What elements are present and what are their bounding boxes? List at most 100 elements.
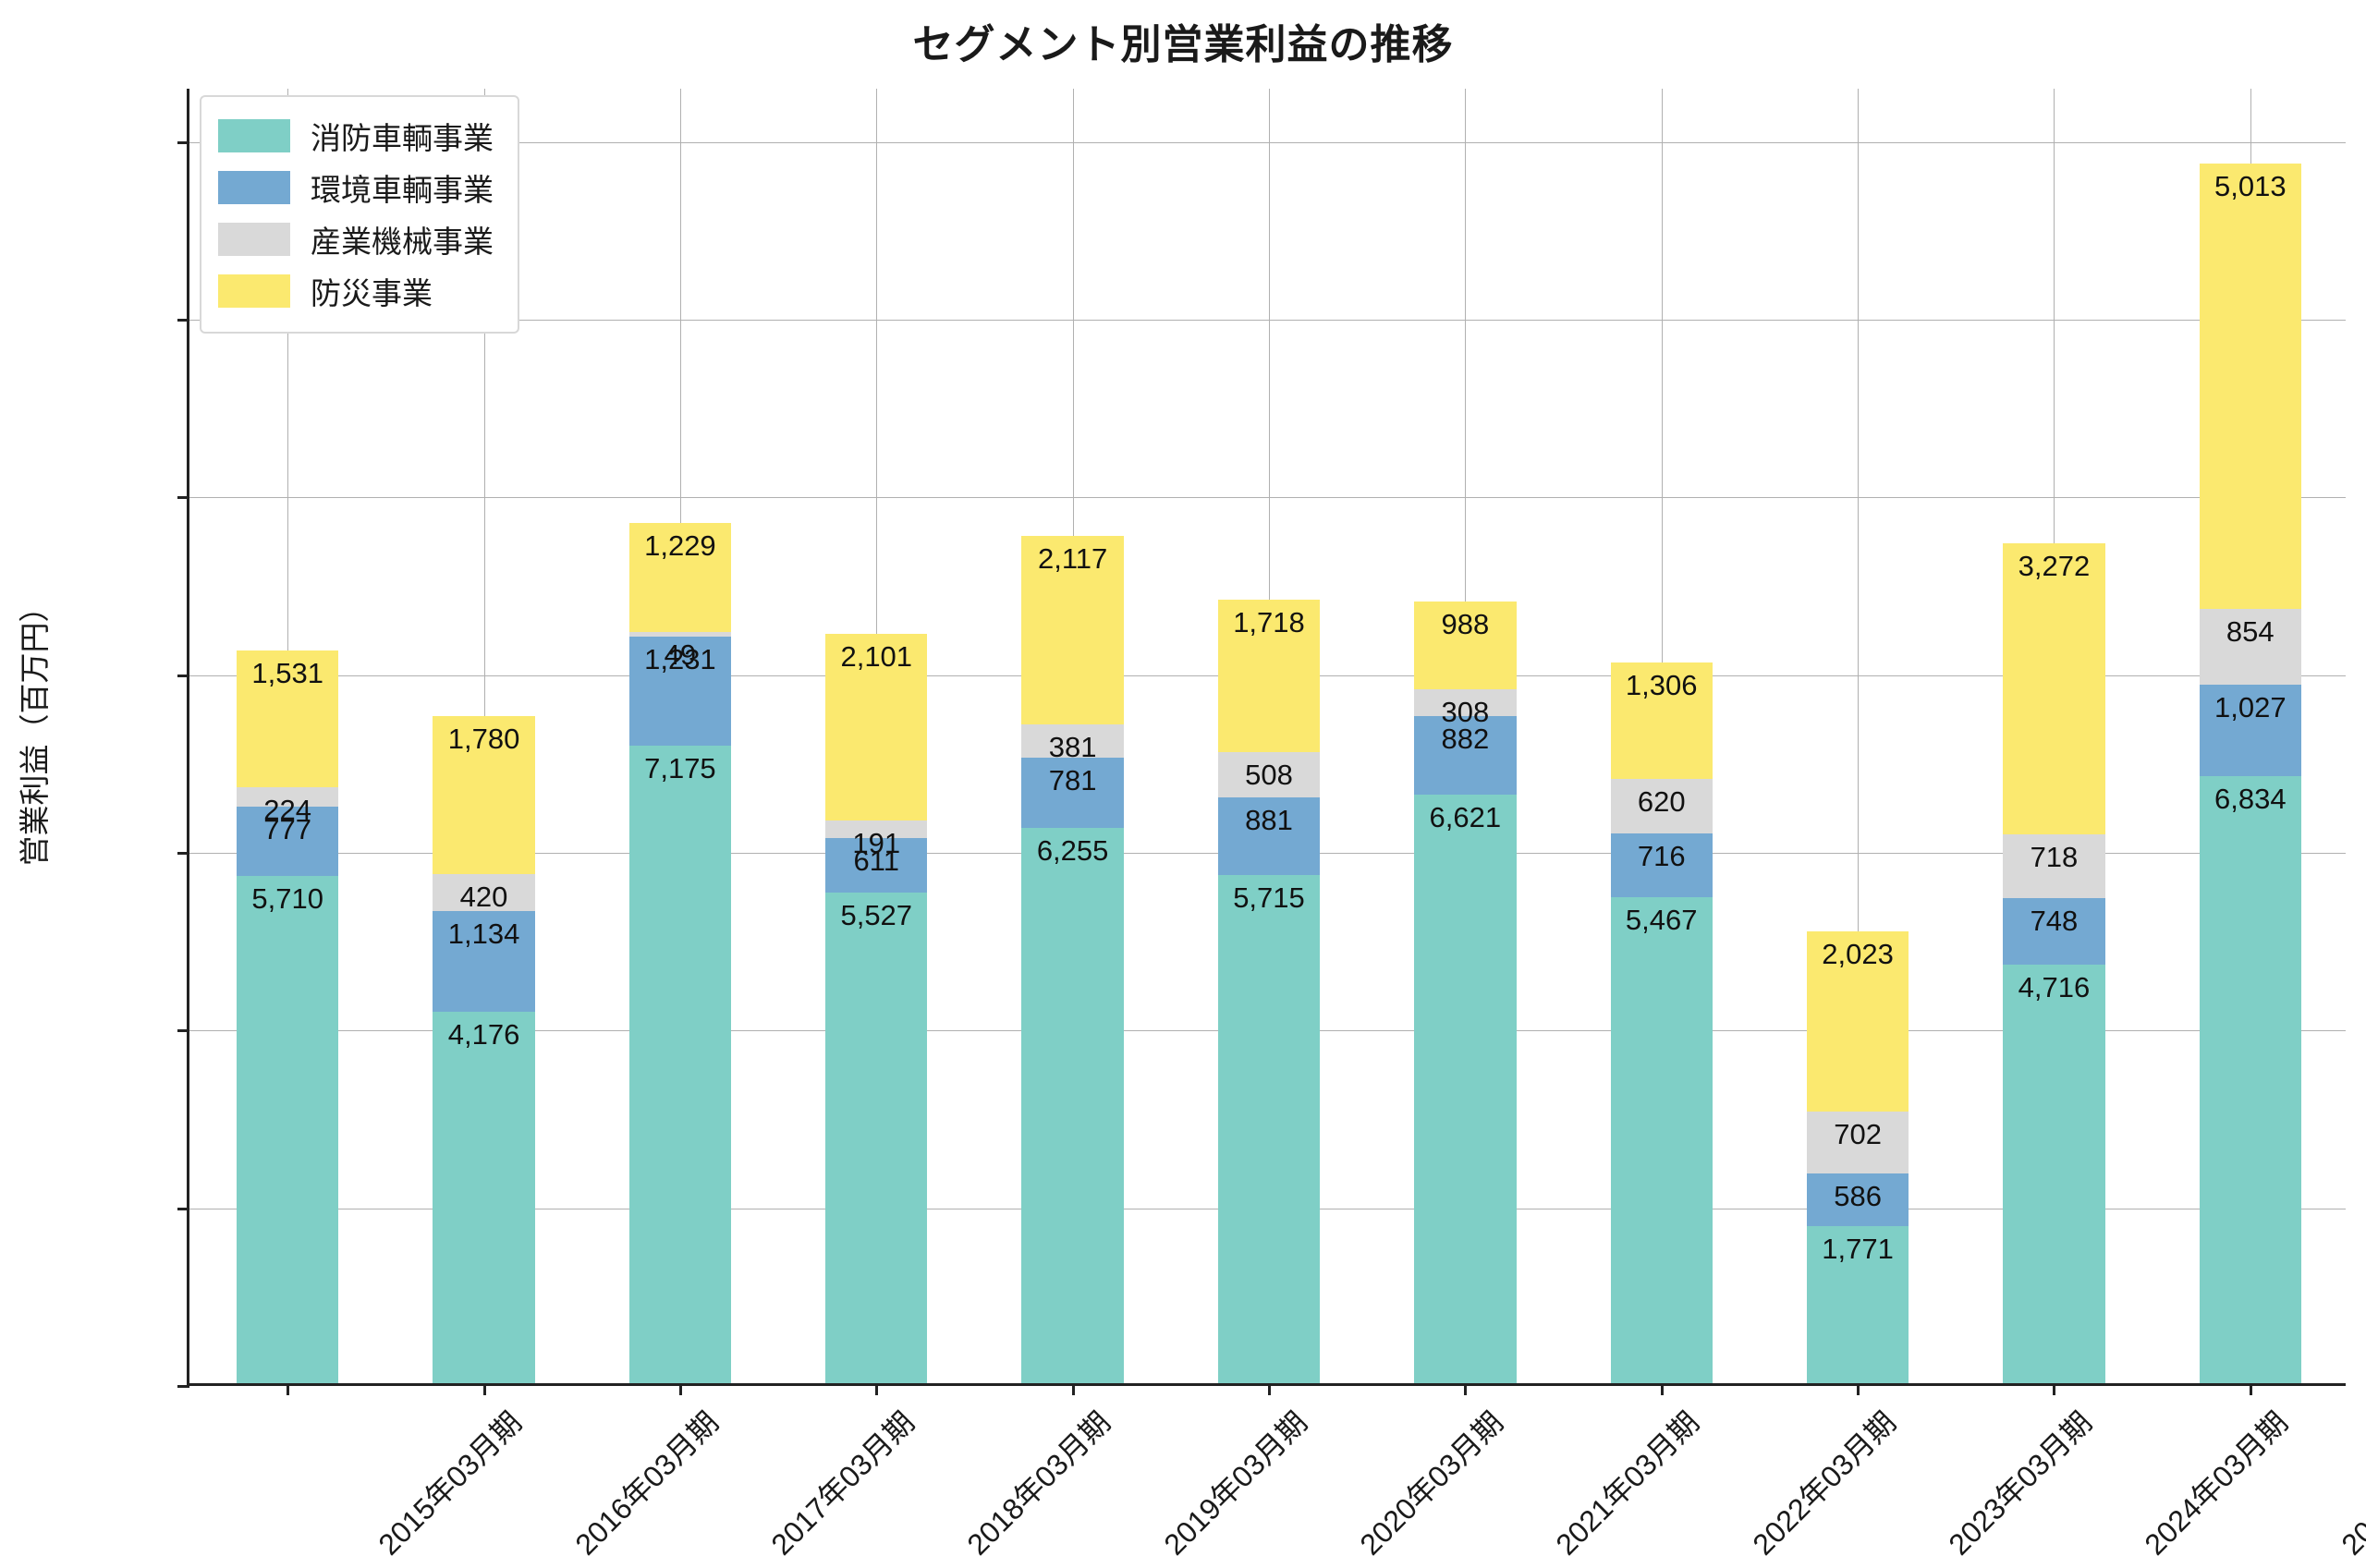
bar-segment[interactable] [433,874,535,912]
bar-value-label: 6,621 [1429,801,1502,834]
x-tick-label: 2018年03月期 [960,1404,1117,1562]
x-tick-label: 2017年03月期 [764,1404,921,1562]
bar-segment[interactable] [236,807,339,876]
bar-value-label: 420 [459,880,508,913]
bar-group[interactable]: 5,467 716 620 1,306 [1610,86,1713,1383]
bar-segment[interactable] [2199,775,2302,1383]
bar-segment[interactable] [1021,827,1124,1383]
bar-value-label: 1,229 [644,529,716,562]
bar-segment[interactable] [1414,601,1517,689]
bar-segment[interactable] [1610,778,1713,834]
bar-group[interactable]: 1,771 586 702 2,023 [1806,86,1909,1383]
bar-segment[interactable] [1021,758,1124,828]
bar-segment[interactable] [1414,795,1517,1383]
bar-segment[interactable] [236,786,339,808]
bar-value-label: 611 [853,844,899,877]
plot-area: 02,0004,0006,0008,00010,00012,00014,0005… [177,86,2346,1395]
bar-value-label: 5,013 [2214,169,2287,202]
y-tick-mark [177,1385,189,1388]
legend-item[interactable]: 産業機械事業 [218,213,494,265]
legend-item[interactable]: 環境車輌事業 [218,162,494,213]
bar-group[interactable]: 5,710 777 224 1,531 [236,86,339,1383]
bar-value-label: 777 [263,813,312,846]
bar-value-label: 586 [1834,1180,1882,1213]
bar-segment[interactable] [1414,688,1517,717]
legend-item-label: 産業機械事業 [311,225,494,259]
bar-segment[interactable] [1217,875,1321,1383]
bar-segment[interactable] [2199,163,2302,609]
bar-segment[interactable] [236,875,339,1383]
x-tick-mark [678,1383,682,1395]
x-tick-mark [1464,1383,1468,1395]
bar-group[interactable]: 4,716 748 718 3,272 [2003,86,2105,1383]
bar-segment[interactable] [1021,536,1124,724]
bar-segment[interactable] [1217,751,1321,797]
bar-segment[interactable] [1806,1225,1909,1383]
legend-item-label: 環境車輌事業 [311,173,494,207]
bar-segment[interactable] [1610,897,1713,1383]
bar-segment[interactable] [2003,833,2105,898]
bar-value-label: 881 [1245,803,1293,836]
legend-item[interactable]: 防災事業 [218,265,494,317]
bar-value-label: 620 [1637,784,1686,818]
y-tick-mark [177,1029,189,1033]
bar-segment[interactable] [1610,833,1713,898]
x-tick-label: 2021年03月期 [1549,1404,1706,1562]
bar-segment[interactable] [433,1012,535,1383]
bar-segment[interactable] [1806,931,1909,1112]
bar-segment[interactable] [433,911,535,1013]
bar-segment[interactable] [1021,723,1124,759]
bar-value-label: 191 [852,827,901,860]
x-tick-mark [1071,1383,1075,1395]
bar-segment[interactable] [1806,1111,1909,1174]
y-tick-mark [177,140,189,144]
bar-segment[interactable] [825,820,928,838]
x-tick-mark [1857,1383,1860,1395]
x-gridline [1858,89,1860,1383]
x-tick-label: 2022年03月期 [1746,1404,1902,1562]
bar-segment[interactable] [2199,608,2302,686]
bar-value-label: 702 [1834,1117,1882,1150]
bar-value-label: 1,771 [1822,1232,1894,1265]
bar-segment[interactable] [1806,1173,1909,1226]
x-tick-mark [1660,1383,1664,1395]
y-tick-mark [177,1207,189,1210]
bar-value-label: 2,023 [1822,938,1894,971]
bar-segment[interactable] [825,892,928,1383]
x-tick-label: 2024年03月期 [2138,1404,2295,1562]
bar-value-label: 3,272 [2018,549,2091,582]
bar-segment[interactable] [1217,796,1321,876]
bar-segment[interactable] [628,746,732,1383]
bar-segment[interactable] [628,631,732,637]
x-tick-label: 2016年03月期 [567,1404,725,1562]
bar-group[interactable]: 6,834 1,027 854 5,013 [2199,86,2302,1383]
bar-value-label: 6,255 [1036,833,1109,867]
bar-segment[interactable] [2003,897,2105,965]
bar-segment[interactable] [628,522,732,632]
bar-segment[interactable] [1610,662,1713,779]
bar-segment[interactable] [2003,964,2105,1383]
bar-group[interactable]: 5,715 881 508 1,718 [1217,86,1321,1383]
bar-segment[interactable] [825,837,928,893]
bar-group[interactable]: 4,176 1,134 420 1,780 [433,86,535,1383]
legend-swatch-icon [218,171,290,204]
bar-group[interactable]: 5,527 611 191 2,101 [825,86,928,1383]
bar-value-label: 882 [1441,723,1490,756]
bar-segment[interactable] [236,650,339,787]
legend-item[interactable]: 消防車輌事業 [218,110,494,162]
bar-segment[interactable] [825,634,928,821]
legend-item-label: 防災事業 [311,276,433,310]
bar-group[interactable]: 6,255 781 381 2,117 [1021,86,1124,1383]
y-gridline [189,497,2346,499]
bar-segment[interactable] [628,636,732,747]
bar-segment[interactable] [2199,685,2302,776]
bar-segment[interactable] [433,715,535,874]
bar-value-label: 716 [1637,840,1686,873]
bar-group[interactable]: 7,175 1,231 49 1,229 [628,86,732,1383]
bar-segment[interactable] [1217,599,1321,752]
bar-segment[interactable] [2003,542,2105,834]
bar-segment[interactable] [1414,716,1517,796]
x-tick-mark [875,1383,879,1395]
plot-inner: 02,0004,0006,0008,00010,00012,00014,0005… [177,86,2346,1395]
bar-group[interactable]: 6,621 882 308 988 [1414,86,1517,1383]
